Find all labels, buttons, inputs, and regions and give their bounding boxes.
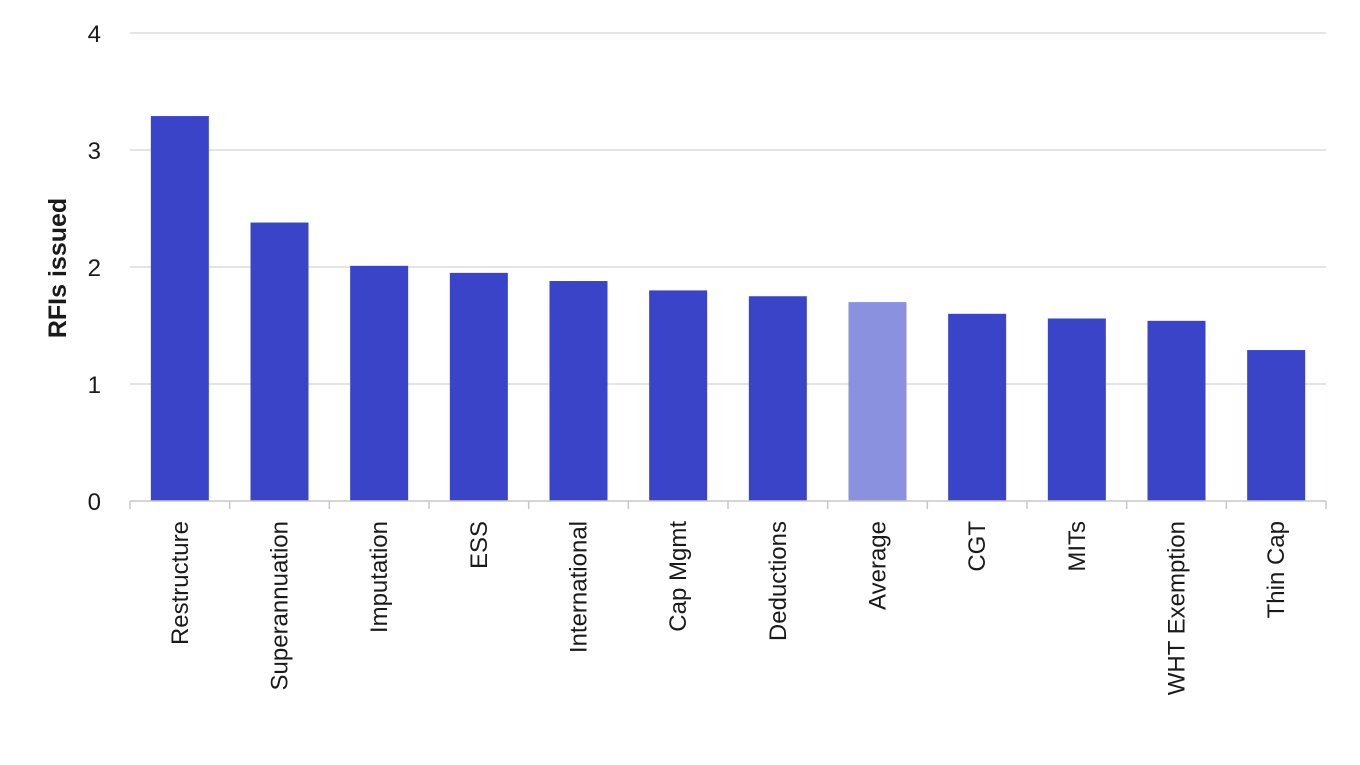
category-label: Average xyxy=(865,521,892,610)
y-tick-label: 3 xyxy=(88,138,101,165)
category-label: Imputation xyxy=(366,521,393,633)
y-tick-label: 2 xyxy=(88,255,101,282)
category-label: Superannuation xyxy=(267,521,294,690)
bar-mits xyxy=(1047,318,1106,501)
x-axis xyxy=(129,500,1327,509)
bar-ess xyxy=(449,272,508,501)
bar-cap-mgmt xyxy=(649,290,708,501)
category-label: CGT xyxy=(964,521,991,572)
category-label: MITs xyxy=(1064,521,1091,572)
y-axis-title: RFIs issued xyxy=(44,198,72,338)
bar-average xyxy=(848,302,907,501)
y-tick-label: 4 xyxy=(88,21,101,48)
category-label: International xyxy=(566,521,593,653)
category-label: Restructure xyxy=(167,521,194,645)
bar-wht-exemption xyxy=(1147,320,1206,501)
bar-restructure xyxy=(150,116,209,501)
bar-international xyxy=(549,281,608,501)
bar-deductions xyxy=(748,296,807,501)
bar-superannuation xyxy=(250,222,309,502)
category-label: Thin Cap xyxy=(1263,521,1290,618)
category-label: ESS xyxy=(466,521,493,569)
category-label: Deductions xyxy=(765,521,792,641)
bars xyxy=(150,116,1306,502)
bar-cgt xyxy=(948,313,1007,501)
category-label: WHT Exemption xyxy=(1164,521,1191,695)
bar-thin-cap xyxy=(1247,350,1306,501)
y-tick-label: 0 xyxy=(88,489,101,516)
bar-imputation xyxy=(350,265,409,501)
gridlines xyxy=(130,32,1326,385)
category-label: Cap Mgmt xyxy=(665,521,692,632)
y-tick-labels: 0 1 2 3 4 xyxy=(88,21,101,516)
y-tick-label: 1 xyxy=(88,372,101,399)
category-labels: Restructure Superannuation Imputation ESS In… xyxy=(167,521,1290,696)
